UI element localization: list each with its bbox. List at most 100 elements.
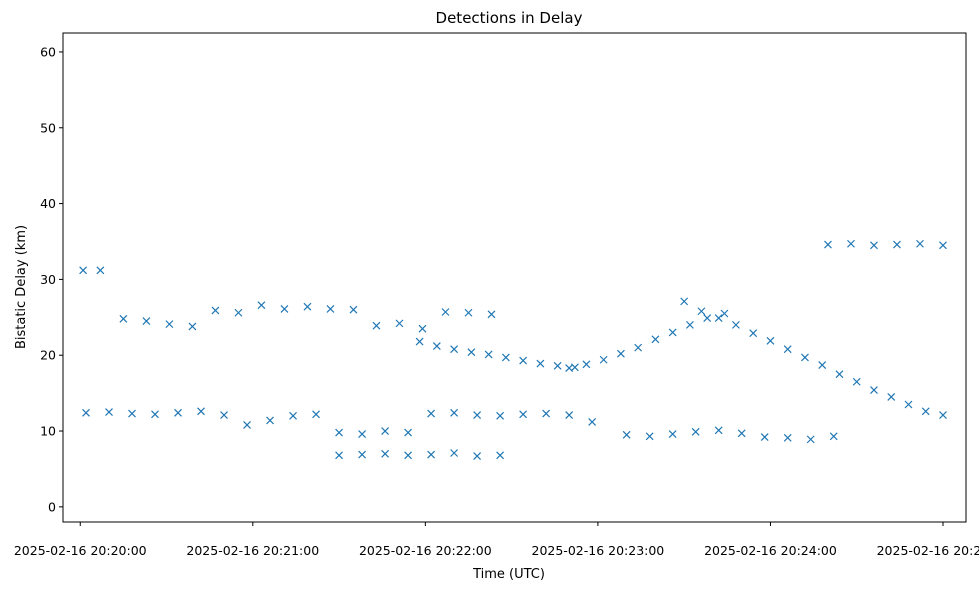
data-point xyxy=(165,320,174,329)
data-point xyxy=(870,386,878,395)
data-point xyxy=(289,411,297,420)
data-point xyxy=(404,428,413,437)
data-point xyxy=(501,353,510,362)
data-point xyxy=(904,400,913,409)
data-point xyxy=(565,411,574,420)
data-point xyxy=(418,324,427,333)
chart-title: Detections in Delay xyxy=(436,9,583,27)
data-point xyxy=(415,337,424,346)
y-tick-label: 40 xyxy=(40,196,56,211)
data-point xyxy=(257,301,266,310)
data-point xyxy=(427,409,436,418)
data-point xyxy=(720,309,729,318)
data-point xyxy=(358,430,367,438)
data-point xyxy=(473,452,482,460)
data-point xyxy=(645,432,654,441)
data-point xyxy=(473,411,482,420)
data-point xyxy=(685,320,694,329)
data-point xyxy=(835,370,844,379)
data-point xyxy=(234,308,243,317)
x-axis-label: Time (UTC) xyxy=(472,567,545,582)
data-point xyxy=(697,307,706,316)
data-point xyxy=(372,321,381,330)
data-point xyxy=(432,342,441,351)
data-point xyxy=(280,305,289,313)
data-point xyxy=(939,241,947,250)
data-point xyxy=(588,418,597,426)
x-tick-label: 2025-02-16 20:25:00 xyxy=(877,543,979,558)
data-point xyxy=(916,239,924,248)
data-point xyxy=(887,392,896,401)
data-point xyxy=(197,407,205,416)
data-point xyxy=(381,427,390,435)
data-point xyxy=(634,343,643,352)
data-point xyxy=(847,239,855,248)
data-point xyxy=(105,408,113,416)
x-tick-label: 2025-02-16 20:24:00 xyxy=(704,543,837,558)
data-point xyxy=(211,306,220,315)
data-point xyxy=(82,408,90,417)
data-point xyxy=(668,328,677,337)
data-point xyxy=(622,430,631,439)
data-point xyxy=(801,353,809,362)
y-axis-label: Bistatic Delay (km) xyxy=(14,225,29,349)
data-point xyxy=(519,356,528,365)
data-point xyxy=(806,435,815,444)
data-point xyxy=(335,428,344,437)
data-point xyxy=(824,240,832,249)
data-point xyxy=(565,364,574,373)
data-point xyxy=(582,360,591,369)
data-point xyxy=(487,310,496,319)
data-point xyxy=(427,450,436,459)
data-point xyxy=(335,451,344,460)
y-tick-label: 20 xyxy=(40,348,56,363)
data-point xyxy=(921,407,930,416)
data-point xyxy=(829,432,838,441)
data-point xyxy=(496,451,505,460)
x-tick-label: 2025-02-16 20:22:00 xyxy=(359,543,492,558)
data-point xyxy=(441,308,450,316)
x-tick-label: 2025-02-16 20:20:00 xyxy=(14,543,147,558)
data-point xyxy=(651,335,660,344)
y-tick-label: 10 xyxy=(40,424,56,439)
x-tick-label: 2025-02-16 20:23:00 xyxy=(532,543,665,558)
data-point xyxy=(128,409,136,418)
data-point xyxy=(381,449,390,458)
x-tick-label: 2025-02-16 20:21:00 xyxy=(186,543,319,558)
data-point xyxy=(766,336,775,345)
data-point xyxy=(536,359,545,368)
data-point xyxy=(818,361,827,369)
data-point xyxy=(450,408,459,417)
data-point xyxy=(852,377,861,386)
data-point xyxy=(714,426,723,435)
data-point xyxy=(783,345,792,354)
data-point xyxy=(467,348,476,357)
data-point xyxy=(266,416,274,425)
ticks-layer: 0 10 20 30 40 50 60 2025-02-16 20:20:00 2025-02-… xyxy=(14,44,979,558)
data-point xyxy=(783,433,792,442)
data-point xyxy=(450,345,459,354)
data-point xyxy=(243,421,251,429)
data-point xyxy=(737,429,746,438)
data-point xyxy=(680,297,689,306)
data-point xyxy=(668,430,677,438)
y-tick-label: 50 xyxy=(40,120,56,135)
data-point xyxy=(220,411,228,420)
data-point xyxy=(395,319,404,328)
data-point xyxy=(616,349,625,358)
data-point xyxy=(358,450,367,459)
data-point xyxy=(703,314,712,322)
data-point xyxy=(174,408,182,417)
data-point xyxy=(691,427,700,436)
data-point xyxy=(303,302,312,311)
data-point xyxy=(870,241,878,250)
data-point xyxy=(939,411,947,420)
data-point xyxy=(188,322,197,331)
data-point xyxy=(496,411,505,420)
data-point xyxy=(714,314,723,322)
data-point xyxy=(312,410,320,419)
data-point xyxy=(326,305,335,313)
data-point xyxy=(119,314,128,323)
data-point xyxy=(404,451,413,460)
